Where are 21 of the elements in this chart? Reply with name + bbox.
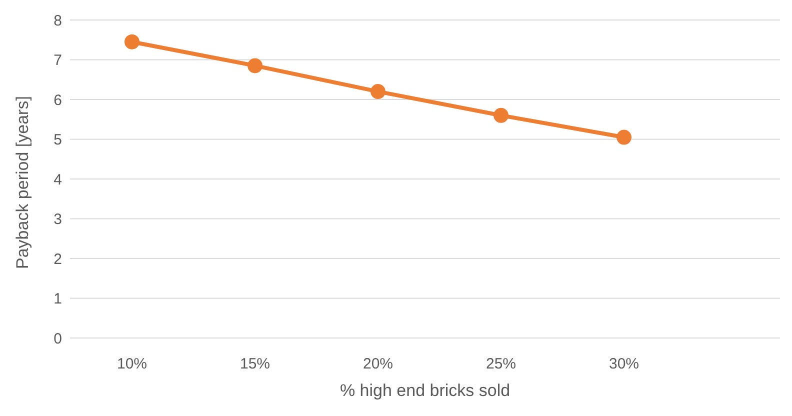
y-tick-label: 6 bbox=[54, 92, 62, 109]
x-tick-label: 25% bbox=[486, 356, 516, 373]
point bbox=[370, 84, 386, 100]
y-tick-label: 0 bbox=[54, 330, 62, 348]
y-axis-title: Payback period [years] bbox=[13, 96, 32, 269]
y-tick-label: 2 bbox=[54, 250, 62, 268]
y-tick-label: 4 bbox=[54, 171, 62, 188]
point bbox=[494, 108, 508, 123]
point bbox=[124, 34, 140, 50]
y-tick-label: 7 bbox=[54, 52, 62, 70]
x-axis-title: % high end bricks sold bbox=[340, 381, 510, 400]
x-tick-label: 15% bbox=[240, 356, 270, 373]
x-tick-label: 10% bbox=[116, 356, 148, 373]
point bbox=[248, 58, 262, 74]
x-tick-label: 30% bbox=[608, 356, 640, 373]
point bbox=[616, 130, 632, 145]
y-tick-label: 8 bbox=[54, 12, 62, 30]
x-tick-label: 20% bbox=[362, 356, 394, 373]
y-tick-label: 5 bbox=[54, 132, 62, 149]
y-tick-label: 1 bbox=[54, 290, 62, 308]
y-tick-label: 3 bbox=[54, 211, 62, 228]
